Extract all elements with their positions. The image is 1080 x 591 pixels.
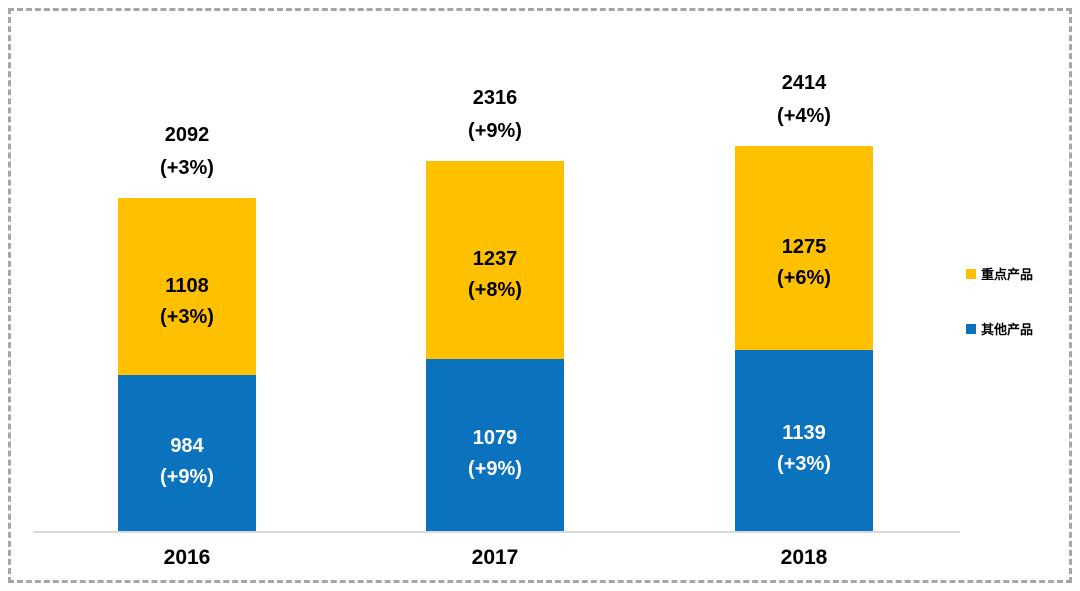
bar-segment-key-products: 1108 (+3%)	[118, 198, 256, 375]
x-axis-tick-2016: 2016	[163, 546, 211, 569]
bar-segment-key-products: 1275 (+6%)	[735, 146, 873, 350]
total-growth: (+9%)	[468, 120, 522, 142]
legend: 重点产品 其他产品	[966, 264, 1033, 338]
segment-label: 984 (+9%)	[160, 431, 214, 493]
bar-group-2016: 2092 (+3%) 1108 (+3%) 984 (+9%)	[118, 119, 256, 532]
total-growth: (+3%)	[160, 157, 214, 179]
total-value: 2414	[781, 72, 827, 94]
legend-item-key-products: 重点产品	[966, 264, 1033, 283]
bar-group-2018: 2414 (+4%) 1275 (+6%) 1139 (+3%)	[735, 67, 873, 532]
legend-swatch-icon	[966, 268, 976, 279]
segment-label: 1237 (+8%)	[468, 244, 522, 306]
legend-label: 重点产品	[981, 267, 1034, 282]
segment-value: 1139	[782, 422, 826, 444]
segment-label: 1079 (+9%)	[468, 423, 522, 485]
segment-value: 1237	[472, 248, 518, 270]
segment-growth: (+8%)	[468, 279, 522, 301]
total-value: 2092	[164, 124, 210, 146]
segment-value: 984	[170, 434, 204, 457]
bar-segment-key-products: 1237 (+8%)	[426, 161, 564, 359]
bar-group-2017: 2316 (+9%) 1237 (+8%) 1079 (+9%)	[426, 82, 564, 532]
legend-swatch-icon	[966, 323, 976, 334]
x-axis-line	[33, 531, 960, 533]
x-axis-tick-2017: 2017	[471, 546, 519, 569]
segment-growth: (+6%)	[777, 267, 831, 289]
x-axis-tick-2018: 2018	[780, 546, 828, 569]
total-label: 2316 (+9%)	[468, 82, 522, 148]
legend-item-other-products: 其他产品	[966, 319, 1033, 338]
segment-value: 1108	[165, 274, 209, 297]
segment-growth: (+9%)	[160, 465, 214, 488]
segment-growth: (+9%)	[468, 457, 522, 480]
total-value: 2316	[472, 87, 518, 109]
total-label: 2092 (+3%)	[160, 119, 214, 185]
segment-label: 1139 (+3%)	[777, 418, 831, 480]
legend-label: 其他产品	[981, 322, 1034, 337]
segment-growth: (+3%)	[777, 453, 831, 475]
bar-segment-other-products: 984 (+9%)	[118, 375, 256, 532]
total-growth: (+4%)	[777, 105, 831, 127]
bar-segment-other-products: 1079 (+9%)	[426, 359, 564, 532]
segment-growth: (+3%)	[160, 305, 214, 328]
segment-label: 1108 (+3%)	[160, 271, 214, 333]
segment-value: 1275	[781, 236, 827, 258]
total-label: 2414 (+4%)	[777, 67, 831, 133]
segment-label: 1275 (+6%)	[777, 232, 831, 294]
bar-segment-other-products: 1139 (+3%)	[735, 350, 873, 532]
segment-value: 1079	[472, 426, 518, 449]
